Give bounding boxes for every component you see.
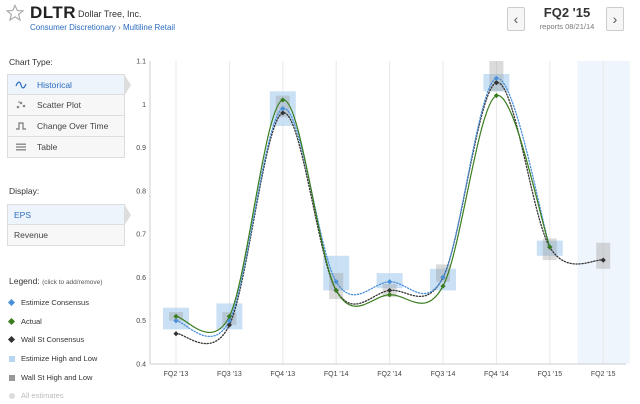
legend-label: Estimize Consensus xyxy=(21,298,89,307)
report-date: reports 08/21/14 xyxy=(539,22,595,31)
star-icon[interactable] xyxy=(6,4,24,22)
data-point xyxy=(280,106,286,112)
chart-type-change-over-time[interactable]: Change Over Time xyxy=(7,116,125,137)
series-line-estimize-consensus xyxy=(175,77,551,337)
chart-type-table[interactable]: Table xyxy=(7,137,125,158)
data-point xyxy=(440,274,446,281)
period-title: FQ2 '15 xyxy=(543,5,591,20)
legend-label: Wall St High and Low xyxy=(21,372,93,382)
table-icon xyxy=(16,143,26,151)
y-tick-label: 0.5 xyxy=(136,318,146,325)
legend-item[interactable]: Wall St High and Low xyxy=(9,371,129,390)
chart-type-label: Scatter Plot xyxy=(37,100,81,110)
legend-item[interactable]: Actual xyxy=(7,315,129,334)
breadcrumb: Consumer Discretionary › Multiline Retai… xyxy=(30,23,175,32)
ticker-symbol: DLTR xyxy=(30,3,77,22)
legend: Estimize Consensus Actual Wall St Consensu… xyxy=(7,296,129,404)
display-revenue[interactable]: Revenue xyxy=(7,225,125,246)
next-period-button[interactable]: › xyxy=(606,7,624,31)
y-tick-label: 1 xyxy=(142,102,146,109)
x-tick-label: FQ4 '13 xyxy=(270,371,295,378)
data-point xyxy=(387,292,393,298)
data-point xyxy=(387,279,393,285)
breadcrumb-separator: › xyxy=(118,23,121,32)
wave-icon xyxy=(15,81,27,89)
scatter-icon xyxy=(16,101,26,109)
legend-swatch-square xyxy=(9,356,15,363)
legend-item[interactable]: Estimize High and Low xyxy=(9,352,129,371)
data-point xyxy=(600,257,606,263)
legend-swatch-square xyxy=(9,374,15,381)
y-tick-label: 0.8 xyxy=(136,188,146,195)
legend-label: All estimates xyxy=(21,391,64,401)
data-point xyxy=(173,331,179,337)
legend-item[interactable]: All estimates xyxy=(9,389,129,404)
data-point xyxy=(226,318,232,324)
legend-label: Actual xyxy=(21,316,42,326)
data-point xyxy=(173,318,179,324)
legend-label: Wall St Consensus xyxy=(21,335,85,345)
wallst-range-box xyxy=(329,273,344,300)
chart-type-label: Change Over Time xyxy=(37,121,109,131)
legend-title: Legend: (click to add/remove) xyxy=(9,276,102,286)
x-tick-label: FQ3 '14 xyxy=(431,371,456,378)
chart-type-label: Historical xyxy=(37,80,72,90)
previous-period-button[interactable]: ‹ xyxy=(507,7,525,31)
data-point xyxy=(280,97,286,103)
x-tick-label: FQ1 '15 xyxy=(537,371,562,378)
legend-item[interactable]: Wall St Consensus xyxy=(7,333,129,352)
y-tick-label: 1.1 xyxy=(136,59,146,66)
data-point xyxy=(387,287,393,294)
y-tick-label: 0.7 xyxy=(136,232,146,239)
legend-swatch-circle xyxy=(9,393,15,400)
x-tick-label: FQ2 '13 xyxy=(164,371,189,378)
chart-type-label: Chart Type: xyxy=(9,57,53,67)
data-point xyxy=(493,80,499,86)
header: DLTR Dollar Tree, Inc. Consumer Discreti… xyxy=(0,0,640,40)
data-point xyxy=(333,287,339,294)
display-menu: EPS Revenue xyxy=(7,204,131,246)
y-tick-label: 0.4 xyxy=(136,362,146,369)
chart-type-historical[interactable]: Historical xyxy=(7,74,131,96)
legend-note: (click to add/remove) xyxy=(42,279,103,286)
legend-label: Estimize High and Low xyxy=(21,354,98,364)
x-tick-label: FQ3 '13 xyxy=(217,371,242,378)
data-point xyxy=(280,110,286,116)
company-name: Dollar Tree, Inc. xyxy=(78,9,142,19)
data-point xyxy=(226,313,232,319)
data-point xyxy=(226,322,232,328)
series-line-actual xyxy=(175,95,551,333)
x-tick-label: FQ2 '15 xyxy=(591,371,616,378)
chart-type-scatter[interactable]: Scatter Plot xyxy=(7,95,125,116)
chart-type-label: Table xyxy=(37,142,58,152)
legend-item[interactable]: Estimize Consensus xyxy=(7,296,129,315)
breadcrumb-industry[interactable]: Multiline Retail xyxy=(122,23,175,32)
legend-title-text: Legend: xyxy=(9,276,40,286)
data-point xyxy=(333,279,339,285)
step-icon xyxy=(16,122,26,130)
y-tick-label: 0.6 xyxy=(136,275,146,282)
breadcrumb-sector[interactable]: Consumer Discretionary xyxy=(30,23,116,32)
data-point xyxy=(173,313,179,319)
data-point xyxy=(547,244,553,250)
sidebar: Chart Type: Historical Scatter Plot Chan… xyxy=(0,0,131,404)
data-point xyxy=(440,283,446,289)
x-tick-label: FQ1 '14 xyxy=(324,371,349,378)
data-point xyxy=(493,75,499,81)
estimize-range-box xyxy=(323,255,350,291)
wallst-range-box xyxy=(596,242,611,269)
x-tick-label: FQ2 '14 xyxy=(377,371,402,378)
data-point xyxy=(493,93,499,99)
display-eps[interactable]: EPS xyxy=(7,204,131,226)
x-tick-label: FQ4 '14 xyxy=(484,371,509,378)
y-tick-label: 0.9 xyxy=(136,145,146,152)
chart-type-menu: Historical Scatter Plot Change Over Time… xyxy=(7,74,131,158)
display-label: Display: xyxy=(9,186,40,196)
